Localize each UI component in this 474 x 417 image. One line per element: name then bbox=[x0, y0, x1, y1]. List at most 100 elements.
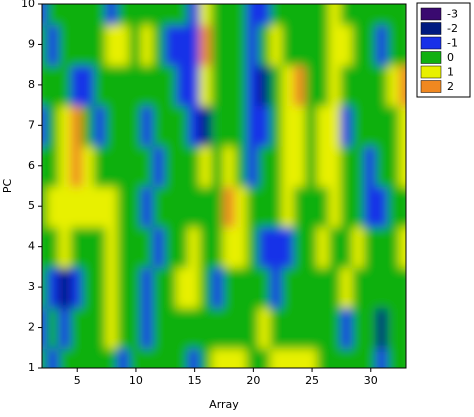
contour-cell bbox=[58, 265, 73, 309]
contour-cell bbox=[328, 185, 343, 228]
contour-cell bbox=[164, 306, 179, 349]
contour-cell bbox=[187, 104, 202, 147]
contour-cell bbox=[305, 63, 319, 107]
contour-cell bbox=[316, 306, 331, 349]
contour-cell bbox=[129, 306, 143, 349]
contour-cell bbox=[46, 63, 61, 107]
contour-cell bbox=[70, 265, 85, 309]
contour-cell bbox=[316, 4, 331, 26]
contour-cell bbox=[387, 306, 402, 349]
contour-cell bbox=[117, 23, 132, 66]
contour-cell bbox=[399, 265, 406, 309]
contour-cell bbox=[82, 265, 96, 309]
contour-cell bbox=[387, 104, 402, 147]
x-axis-label: Array bbox=[209, 398, 239, 411]
contour-cell bbox=[234, 23, 249, 66]
contour-cell bbox=[152, 63, 167, 107]
contour-cell bbox=[105, 23, 120, 66]
contour-field bbox=[42, 4, 406, 368]
legend-swatch bbox=[420, 65, 442, 79]
contour-cell bbox=[375, 265, 390, 309]
contour-cell bbox=[70, 4, 85, 26]
contour-cell bbox=[117, 225, 132, 268]
contour-cell bbox=[258, 225, 272, 268]
contour-cell bbox=[152, 185, 167, 228]
contour-cell bbox=[58, 346, 73, 368]
contour-cell bbox=[363, 346, 378, 368]
contour-cell bbox=[293, 104, 308, 147]
contour-cell bbox=[42, 144, 49, 187]
contour-cell bbox=[42, 185, 49, 228]
contour-cell bbox=[269, 63, 284, 107]
x-tick-label: 15 bbox=[188, 374, 202, 387]
contour-cell bbox=[223, 306, 237, 349]
contour-cell bbox=[211, 346, 225, 368]
contour-cell bbox=[152, 23, 167, 66]
contour-cell bbox=[269, 144, 284, 187]
contour-cell bbox=[58, 23, 73, 66]
contour-cell bbox=[293, 185, 308, 228]
contour-cell bbox=[105, 4, 120, 26]
contour-cell bbox=[293, 225, 308, 268]
y-tick-label: 6 bbox=[28, 159, 35, 172]
contour-cell bbox=[234, 104, 249, 147]
contour-cell bbox=[117, 185, 132, 228]
contour-cell bbox=[340, 23, 355, 66]
contour-cell bbox=[82, 104, 96, 147]
contour-cell bbox=[164, 265, 179, 309]
contour-cell bbox=[316, 63, 331, 107]
contour-cell bbox=[46, 346, 61, 368]
contour-cell bbox=[363, 225, 378, 268]
contour-cell bbox=[211, 23, 225, 66]
contour-cell bbox=[281, 23, 296, 66]
legend-swatch bbox=[420, 22, 442, 35]
contour-cell bbox=[352, 63, 366, 107]
contour-cell bbox=[176, 306, 190, 349]
contour-cell bbox=[187, 185, 202, 228]
contour-cell bbox=[152, 265, 167, 309]
contour-cell bbox=[82, 346, 96, 368]
contour-cell bbox=[187, 63, 202, 107]
contour-cell bbox=[281, 63, 296, 107]
x-tick-label: 30 bbox=[364, 374, 378, 387]
contour-cell bbox=[281, 185, 296, 228]
contour-cell bbox=[164, 23, 179, 66]
contour-cell bbox=[82, 144, 96, 187]
contour-cell bbox=[105, 63, 120, 107]
contour-cell bbox=[42, 4, 49, 26]
contour-cell bbox=[199, 63, 214, 107]
y-tick-label: 9 bbox=[28, 37, 35, 50]
contour-cell bbox=[340, 346, 355, 368]
contour-cell bbox=[258, 104, 272, 147]
contour-cell bbox=[328, 306, 343, 349]
legend-swatch bbox=[420, 51, 442, 64]
contour-cell bbox=[129, 265, 143, 309]
contour-cell bbox=[176, 225, 190, 268]
x-tick-label: 20 bbox=[246, 374, 260, 387]
contour-cell bbox=[46, 225, 61, 268]
contour-cell bbox=[223, 225, 237, 268]
x-tick-label: 10 bbox=[129, 374, 143, 387]
contour-cell bbox=[328, 4, 343, 26]
contour-cell bbox=[305, 23, 319, 66]
y-tick-label: 7 bbox=[28, 118, 35, 131]
contour-cell bbox=[82, 225, 96, 268]
contour-cell bbox=[363, 63, 378, 107]
contour-cell bbox=[269, 4, 284, 26]
contour-cell bbox=[246, 225, 261, 268]
contour-cell bbox=[234, 185, 249, 228]
contour-cell bbox=[328, 346, 343, 368]
contour-cell bbox=[352, 225, 366, 268]
contour-cell bbox=[82, 4, 96, 26]
contour-cell bbox=[375, 306, 390, 349]
contour-cell bbox=[164, 346, 179, 368]
contour-cell bbox=[258, 185, 272, 228]
contour-cell bbox=[105, 144, 120, 187]
contour-cell bbox=[223, 23, 237, 66]
contour-cell bbox=[316, 225, 331, 268]
contour-cell bbox=[316, 346, 331, 368]
contour-cell bbox=[387, 23, 402, 66]
contour-cell bbox=[152, 346, 167, 368]
contour-cell bbox=[42, 306, 49, 349]
